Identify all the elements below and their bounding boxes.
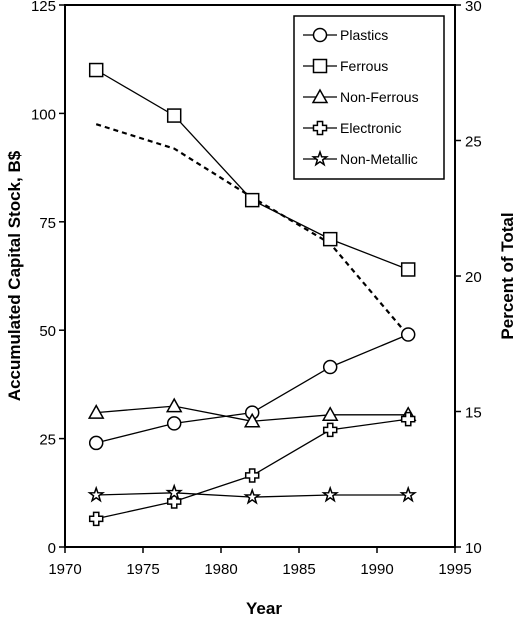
y2-tick-label: 10 — [465, 540, 482, 557]
data-point-square — [88, 62, 104, 78]
series-electronic — [88, 411, 416, 527]
x-tick-label: 1980 — [204, 561, 237, 578]
x-tick-label: 1985 — [282, 561, 315, 578]
legend-marker-circle — [312, 27, 328, 43]
series-ferrous — [88, 62, 416, 277]
y-tick-label: 75 — [39, 215, 56, 232]
x-tick-label: 1990 — [360, 561, 393, 578]
data-point-circle — [88, 435, 104, 451]
data-point-square — [166, 108, 182, 123]
y2-tick-label: 20 — [465, 269, 482, 286]
y2-tick-label: 30 — [465, 0, 482, 15]
y2-tick-label: 15 — [465, 405, 482, 422]
legend: Plastics Ferrous Non-Ferrous Electronic Non-… — [293, 15, 445, 180]
data-point-triangle — [243, 412, 261, 428]
legend-item: Plastics — [303, 27, 388, 43]
y2-axis-title: Percent of Total — [498, 212, 517, 339]
series-non-ferrous — [87, 397, 417, 428]
data-point-cross — [322, 422, 338, 438]
data-point-circle — [400, 327, 416, 342]
data-point-square — [400, 262, 416, 277]
data-point-triangle — [165, 397, 183, 413]
legend-label: Non-Metallic — [340, 151, 418, 167]
legend-item: Non-Metallic — [303, 149, 418, 167]
legend-item: Electronic — [303, 120, 401, 136]
data-point-square — [244, 192, 260, 208]
legend-label: Plastics — [340, 27, 388, 43]
data-point-star — [399, 485, 418, 503]
x-tick-label: 1970 — [48, 561, 81, 578]
data-point-star — [87, 485, 106, 503]
y-axis-title: Accumulated Capital Stock, B$ — [5, 150, 24, 401]
data-point-triangle — [321, 406, 339, 422]
x-tick-label: 1995 — [438, 561, 471, 578]
data-point-cross — [166, 494, 182, 509]
legend-label: Ferrous — [340, 58, 388, 74]
data-point-circle — [166, 416, 182, 431]
y-tick-label: 50 — [39, 323, 56, 340]
legend-marker-star — [311, 149, 329, 167]
data-point-star — [243, 487, 262, 505]
legend-marker-triangle — [311, 88, 329, 104]
x-axis-title: Year — [246, 599, 282, 618]
data-point-cross — [88, 511, 104, 527]
series-non-metallic — [87, 483, 418, 505]
data-point-star — [321, 485, 340, 503]
y2-tick-label: 25 — [465, 134, 482, 151]
series-plastics — [88, 327, 416, 451]
y-tick-label: 0 — [48, 540, 56, 557]
x-tick-label: 1975 — [126, 561, 159, 578]
data-point-circle — [322, 359, 338, 375]
data-point-cross — [400, 411, 416, 427]
legend-marker-cross — [312, 120, 328, 136]
data-point-cross — [244, 468, 260, 483]
data-point-star — [165, 483, 184, 501]
y-tick-label: 100 — [31, 106, 56, 123]
legend-marker-square — [312, 58, 328, 74]
data-point-square — [322, 231, 338, 247]
legend-label: Non-Ferrous — [340, 89, 419, 105]
y-tick-label: 125 — [31, 0, 56, 15]
data-point-triangle — [87, 404, 105, 419]
legend-item: Ferrous — [303, 58, 388, 74]
legend-item: Non-Ferrous — [303, 88, 419, 105]
legend-label: Electronic — [340, 120, 401, 136]
y-tick-label: 25 — [39, 432, 56, 449]
